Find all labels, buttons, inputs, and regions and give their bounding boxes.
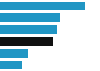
- Bar: [0, 49, 28, 58]
- Bar: [0, 2, 85, 10]
- Bar: [0, 25, 57, 34]
- Bar: [0, 13, 60, 22]
- Bar: [0, 37, 53, 46]
- Bar: [0, 61, 22, 69]
